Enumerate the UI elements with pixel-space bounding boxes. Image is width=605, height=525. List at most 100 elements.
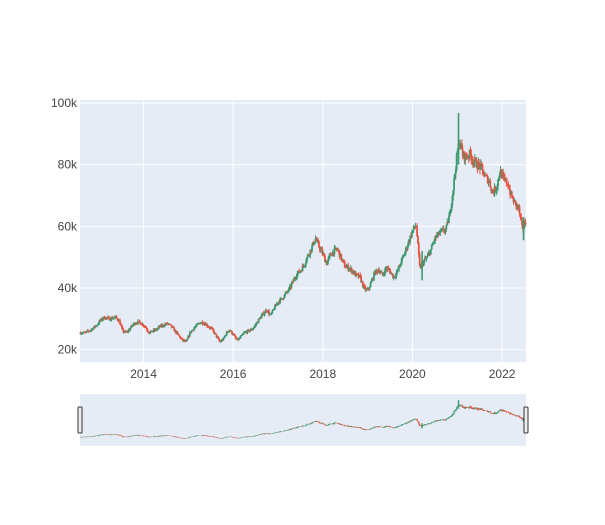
candle-body bbox=[241, 334, 244, 336]
candle-body bbox=[95, 325, 98, 327]
candle-body bbox=[423, 260, 425, 265]
candle-body bbox=[294, 278, 297, 280]
candle-body bbox=[381, 272, 384, 275]
candle-body bbox=[426, 255, 429, 258]
candle-body bbox=[320, 248, 323, 250]
candle-body bbox=[349, 268, 351, 270]
candle-body bbox=[368, 287, 371, 289]
candle-body bbox=[112, 318, 115, 320]
candle-body bbox=[407, 241, 410, 246]
x-tick-label: 2014 bbox=[130, 367, 157, 381]
candle-body bbox=[239, 336, 242, 338]
rangeslider-left-handle[interactable] bbox=[77, 406, 83, 434]
candle-body bbox=[202, 324, 205, 326]
candle-body bbox=[417, 236, 419, 244]
rangeslider-background[interactable] bbox=[80, 394, 526, 446]
candle-body bbox=[384, 268, 387, 274]
candle-body bbox=[434, 236, 437, 241]
candle-body bbox=[212, 330, 215, 334]
candle-body bbox=[445, 225, 448, 230]
candle-body bbox=[479, 163, 482, 170]
candle-body bbox=[486, 175, 489, 184]
candle-body bbox=[474, 158, 477, 160]
candle-body bbox=[370, 280, 373, 283]
candle-body bbox=[130, 325, 133, 329]
candle-body bbox=[515, 201, 517, 207]
candle-body bbox=[473, 158, 476, 163]
candle-body bbox=[435, 235, 438, 238]
candle-body bbox=[249, 330, 251, 332]
candle-body bbox=[115, 316, 118, 319]
candle-body bbox=[378, 270, 381, 273]
candle-body bbox=[345, 266, 348, 268]
candle-body bbox=[183, 340, 186, 342]
candle-body bbox=[292, 281, 294, 283]
candle-body bbox=[162, 324, 164, 327]
candle-body bbox=[260, 316, 263, 319]
candle-body bbox=[265, 310, 268, 312]
candle-body bbox=[330, 253, 332, 256]
candle-body bbox=[452, 190, 455, 197]
candle-body bbox=[281, 298, 284, 300]
candle-body bbox=[271, 310, 274, 313]
candle-body bbox=[81, 333, 84, 335]
candle-body bbox=[448, 211, 451, 217]
candle-body bbox=[342, 259, 344, 261]
candle-body bbox=[481, 164, 484, 170]
candle-body bbox=[279, 298, 282, 303]
candle-body bbox=[156, 329, 158, 331]
rangeslider-right-handle[interactable] bbox=[523, 406, 529, 434]
candle-body bbox=[495, 190, 498, 192]
candle-body bbox=[276, 303, 279, 305]
candle-body bbox=[404, 247, 407, 253]
candle-body bbox=[439, 230, 442, 234]
candle-body bbox=[465, 153, 468, 158]
candle-body bbox=[164, 324, 167, 326]
candle-body bbox=[402, 255, 405, 257]
candle-body bbox=[317, 240, 319, 242]
candle-body bbox=[240, 334, 243, 337]
candle-body bbox=[424, 258, 427, 260]
candle-body bbox=[87, 330, 90, 332]
candle-body bbox=[270, 312, 273, 315]
candle-body bbox=[414, 226, 417, 228]
candle-body bbox=[475, 159, 478, 168]
candle-body bbox=[120, 325, 123, 328]
candle-body bbox=[431, 244, 434, 246]
candle-body bbox=[518, 206, 521, 214]
candle-body bbox=[337, 249, 340, 252]
candle-body bbox=[147, 331, 150, 333]
candle-body bbox=[389, 270, 392, 274]
candle-body bbox=[84, 332, 87, 334]
candle-body bbox=[344, 267, 347, 269]
candle-body bbox=[243, 332, 245, 334]
candle-body bbox=[478, 162, 480, 165]
candle-body bbox=[195, 324, 198, 327]
candle-body bbox=[257, 318, 260, 323]
candle-body bbox=[89, 330, 91, 332]
candle-body bbox=[253, 326, 256, 328]
candle-body bbox=[523, 222, 526, 228]
candle-body bbox=[212, 328, 214, 331]
candle-body bbox=[122, 329, 125, 333]
candle-body bbox=[132, 324, 134, 327]
candle-body bbox=[145, 327, 148, 330]
candle-body bbox=[189, 332, 192, 334]
candle-body bbox=[264, 310, 267, 313]
candle-body bbox=[187, 336, 189, 340]
candle-body bbox=[193, 327, 195, 331]
y-tick-label: 100k bbox=[51, 96, 78, 110]
candle-body bbox=[524, 222, 527, 225]
candle-body bbox=[438, 233, 441, 235]
candle-body bbox=[281, 298, 283, 300]
candle-body bbox=[306, 254, 309, 258]
candle-body bbox=[192, 329, 195, 331]
candle-body bbox=[261, 314, 264, 317]
candle-body bbox=[398, 265, 400, 270]
candle-body bbox=[321, 249, 324, 255]
candle-body bbox=[489, 181, 492, 187]
candle-body bbox=[214, 332, 217, 335]
candle-body bbox=[129, 328, 132, 330]
candle-body bbox=[150, 330, 153, 332]
candle-body bbox=[223, 337, 226, 339]
